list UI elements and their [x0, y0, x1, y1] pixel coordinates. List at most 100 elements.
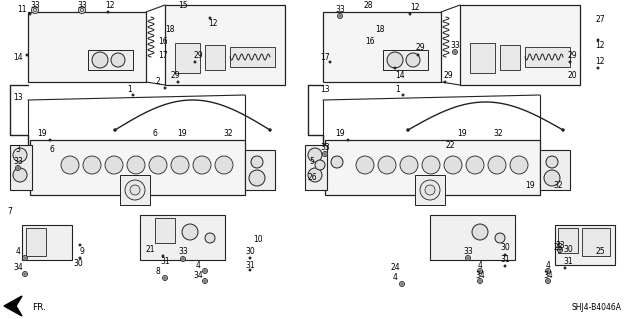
Text: 32: 32 [553, 181, 563, 189]
Text: 33: 33 [13, 158, 23, 167]
Circle shape [409, 13, 412, 15]
Text: 29: 29 [443, 70, 453, 79]
Circle shape [547, 280, 549, 282]
Circle shape [79, 244, 81, 246]
Bar [460, 5, 580, 85]
Circle shape [378, 156, 396, 174]
Text: 24: 24 [390, 263, 400, 272]
Text: 33: 33 [335, 5, 345, 14]
Bar [470, 43, 495, 73]
Circle shape [422, 156, 440, 174]
Circle shape [472, 224, 488, 240]
Circle shape [399, 281, 404, 286]
Text: 23: 23 [553, 243, 563, 253]
Circle shape [15, 166, 20, 170]
Text: 34: 34 [543, 271, 553, 279]
Text: 12: 12 [105, 1, 115, 10]
Circle shape [61, 156, 79, 174]
Circle shape [444, 156, 462, 174]
Text: 12: 12 [595, 57, 605, 66]
Circle shape [13, 148, 27, 162]
Circle shape [164, 87, 166, 89]
Circle shape [308, 148, 322, 162]
Circle shape [125, 180, 145, 200]
Bar [165, 5, 285, 85]
Circle shape [127, 156, 145, 174]
Bar [26, 228, 46, 256]
Circle shape [400, 156, 418, 174]
Circle shape [425, 185, 435, 195]
Circle shape [81, 8, 84, 11]
Circle shape [569, 61, 572, 63]
Circle shape [337, 13, 342, 19]
Circle shape [249, 269, 251, 271]
Text: 1: 1 [396, 85, 401, 94]
Circle shape [308, 168, 322, 182]
Circle shape [215, 156, 233, 174]
Circle shape [545, 278, 550, 284]
Text: 30: 30 [500, 243, 510, 253]
Bar [120, 175, 150, 205]
Text: 6: 6 [49, 145, 54, 154]
Circle shape [401, 283, 403, 285]
Text: 33: 33 [450, 41, 460, 49]
Text: 9: 9 [79, 248, 84, 256]
Polygon shape [4, 296, 22, 316]
Text: 14: 14 [395, 70, 405, 79]
Circle shape [561, 129, 564, 131]
Circle shape [204, 280, 206, 282]
Text: 12: 12 [208, 19, 218, 28]
Circle shape [339, 15, 341, 17]
Circle shape [479, 270, 481, 272]
Text: SHJ4-B4046A: SHJ4-B4046A [571, 302, 621, 311]
Bar [10, 145, 32, 190]
Text: 4: 4 [15, 248, 20, 256]
Circle shape [559, 249, 561, 251]
Text: 29: 29 [567, 50, 577, 60]
Circle shape [164, 277, 166, 279]
Circle shape [132, 94, 134, 96]
Bar [175, 43, 200, 73]
Text: 31: 31 [500, 256, 510, 264]
Bar [582, 228, 610, 256]
Text: 4: 4 [477, 261, 483, 270]
Text: 4: 4 [196, 261, 200, 270]
Circle shape [204, 270, 206, 272]
Circle shape [477, 278, 483, 284]
Circle shape [182, 258, 184, 260]
Bar [140, 215, 225, 260]
Circle shape [180, 256, 186, 262]
Bar [525, 47, 570, 67]
Circle shape [454, 51, 456, 53]
Text: 30: 30 [245, 248, 255, 256]
Circle shape [182, 224, 198, 240]
Circle shape [466, 156, 484, 174]
Circle shape [564, 267, 566, 269]
Circle shape [31, 6, 38, 13]
Circle shape [107, 11, 109, 13]
Text: 8: 8 [156, 268, 161, 277]
Text: 29: 29 [415, 43, 425, 53]
Text: 31: 31 [563, 257, 573, 266]
Text: 29: 29 [170, 70, 180, 79]
Text: 1: 1 [127, 85, 132, 94]
Text: 34: 34 [475, 271, 485, 279]
Text: 26: 26 [307, 174, 317, 182]
Circle shape [171, 156, 189, 174]
Circle shape [22, 256, 28, 261]
Text: 4: 4 [545, 261, 550, 270]
Circle shape [83, 156, 101, 174]
Text: 27: 27 [595, 16, 605, 25]
Text: 18: 18 [375, 26, 385, 34]
Bar [383, 50, 428, 70]
Text: 5: 5 [310, 158, 314, 167]
Circle shape [24, 257, 26, 259]
Text: 11: 11 [17, 5, 27, 14]
Circle shape [479, 280, 481, 282]
Circle shape [356, 156, 374, 174]
Circle shape [205, 233, 215, 243]
Bar [28, 12, 146, 82]
Bar [305, 145, 327, 190]
Circle shape [26, 54, 28, 56]
Text: 31: 31 [160, 257, 170, 266]
